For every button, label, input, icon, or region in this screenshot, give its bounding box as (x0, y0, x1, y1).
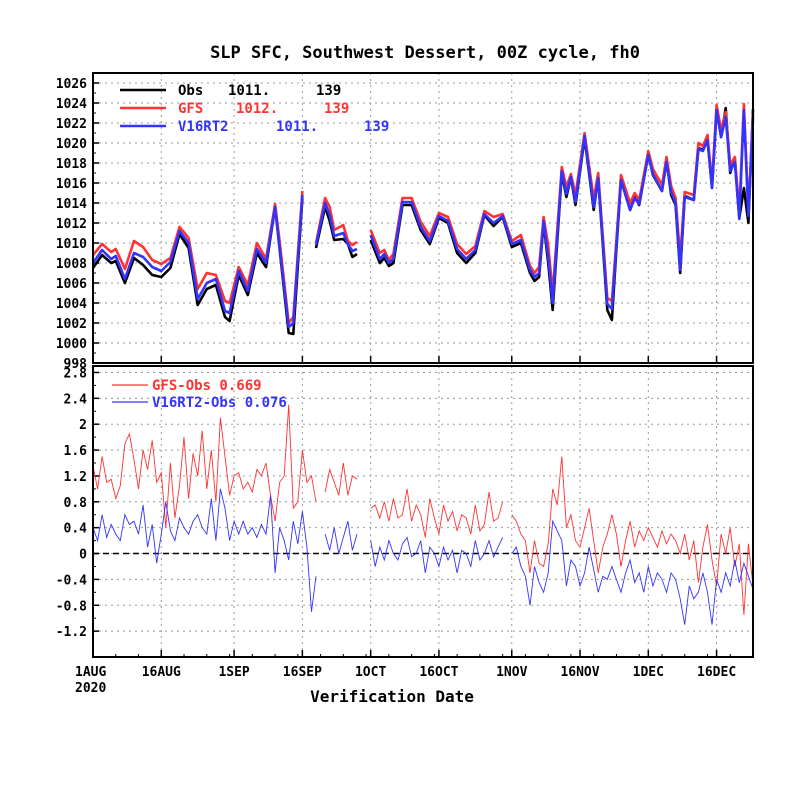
legend-label: Obs (178, 83, 203, 99)
plot-area (93, 366, 753, 657)
y-tick-label: 2 (79, 418, 87, 433)
series-line-v16rt2 (91, 108, 755, 329)
legend-count: 139 (316, 83, 341, 99)
y-tick-label: 2.4 (64, 392, 88, 407)
x-axis: 1AUG 16AUG 1SEP 16SEP 1OCT 16OCT 1NOV 16NOV 1DEC… (75, 356, 754, 680)
legend-label: GFS-Obs 0.669 (152, 378, 262, 394)
legend-count: 139 (324, 101, 349, 117)
legend-count: 139 (364, 119, 389, 135)
x-tick-label: 1OCT (355, 665, 386, 680)
y-tick-label: 1.6 (64, 444, 88, 459)
legend-label: V16RT2-Obs 0.076 (152, 395, 287, 411)
y-tick-label: 1016 (56, 177, 87, 192)
x-year-label: 2020 (75, 681, 106, 696)
legend-value: 1011. (276, 119, 318, 135)
plot-frame (92, 72, 754, 364)
x-tick-label: 16NOV (560, 665, 599, 680)
y-tick-label: 1018 (56, 157, 87, 172)
difference-panel: -1.2 -0.8 -0.4 0 0.4 0.8 1.2 1.6 2 2.4 2.8 GFS-Obs … (56, 365, 754, 658)
y-tick-label: 1002 (56, 317, 87, 332)
x-tick-label: 16DEC (697, 665, 736, 680)
y-tick-label: 998 (64, 357, 88, 372)
x-tick-label: 1SEP (218, 665, 249, 680)
y-tick-label: 1008 (56, 257, 87, 272)
y-tick-label: 1020 (56, 137, 87, 152)
y-tick-label: 0 (79, 548, 87, 563)
legend-label: GFS (178, 101, 203, 117)
x-tick-label: 16SEP (283, 665, 322, 680)
y-tick-label: 0.4 (64, 522, 88, 537)
legend: Obs 1011. 139 GFS 1012. 139 V16RT2 1011. 139 (120, 83, 389, 135)
y-tick-label: 1026 (56, 77, 87, 92)
v16rt2-obs-daily-line (92, 488, 754, 625)
chart-title: SLP SFC, Southwest Dessert, 00Z cycle, f… (210, 43, 640, 63)
legend-value: 1012. (236, 101, 278, 117)
legend-label: V16RT2 (178, 119, 229, 135)
x-tick-label: 1AUG (75, 665, 106, 680)
x-tick-label: 1NOV (496, 665, 527, 680)
y-tick-label: 1.2 (64, 470, 87, 485)
y-tick-label: 1010 (56, 237, 87, 252)
y-tick-label: 1022 (56, 117, 87, 132)
legend-value: 1011. (228, 83, 270, 99)
y-tick-label: 1012 (56, 217, 87, 232)
x-axis-label: Verification Date (310, 687, 474, 706)
pressure-panel: 998 1000 1002 1004 1006 1008 1010 1012 1014 1016 1… (56, 72, 755, 372)
y-tick-label: 1024 (56, 97, 87, 112)
plot-frame (92, 365, 754, 658)
y-tick-label: -0.8 (56, 599, 87, 614)
x-tick-label: 1DEC (633, 665, 664, 680)
y-tick-label: 1000 (56, 337, 87, 352)
gfs-obs-daily-line (92, 404, 754, 616)
y-tick-label: 0.8 (64, 496, 88, 511)
plot-area (93, 73, 753, 363)
y-tick-label: 2.8 (64, 366, 88, 381)
y-tick-label: 1004 (56, 297, 87, 312)
y-tick-label: 1014 (56, 197, 87, 212)
y-tick-label: 1006 (56, 277, 87, 292)
x-tick-label: 16OCT (419, 665, 458, 680)
x-tick-label: 16AUG (142, 665, 181, 680)
y-tick-label: -1.2 (56, 625, 87, 640)
y-tick-label: -0.4 (56, 573, 87, 588)
